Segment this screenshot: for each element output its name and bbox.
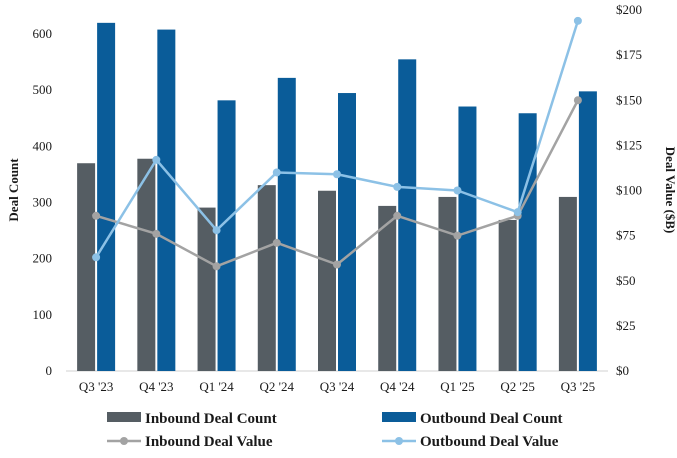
left-tick-label: 500 xyxy=(33,82,53,97)
right-tick-label: $50 xyxy=(616,273,636,288)
outbound-deal-count-bar xyxy=(277,77,296,371)
left-tick-label: 400 xyxy=(33,138,53,153)
x-tick-label: Q2 '25 xyxy=(500,379,534,394)
inbound-deal-value-point xyxy=(272,238,281,247)
x-tick-label: Q3 '25 xyxy=(561,379,595,394)
inbound-deal-count-legend-swatch xyxy=(107,412,141,422)
left-tick-label: 200 xyxy=(33,251,53,266)
inbound-deal-value-point xyxy=(393,211,402,220)
outbound-deal-count-bar xyxy=(97,22,116,371)
outbound-deal-count-bar xyxy=(518,113,537,371)
inbound-deal-count-bar xyxy=(318,190,336,371)
x-axis-labels: Q3 '23 Q4 '23 Q1 '24 Q2 '24 Q3 '24 Q4 '24 Q1 '… xyxy=(79,379,595,394)
inbound-deal-count-legend-label: Inbound Deal Count xyxy=(145,411,277,427)
outbound-deal-value-point xyxy=(393,182,402,191)
right-tick-label: $0 xyxy=(616,363,629,378)
inbound-deal-value-point xyxy=(212,262,221,271)
outbound-deal-value-point xyxy=(212,226,221,235)
outbound-deal-value-legend-label: Outbound Deal Value xyxy=(420,434,559,450)
inbound-deal-count-bar xyxy=(77,163,96,371)
right-tick-label: $175 xyxy=(616,47,642,62)
outbound-deal-count-bar xyxy=(458,106,477,371)
inbound-deal-value-legend-marker xyxy=(120,437,128,445)
left-axis: 0 100 200 300 400 500 600 xyxy=(33,26,53,378)
right-tick-label: $150 xyxy=(616,92,642,107)
right-axis-title: Deal Value ($B) xyxy=(663,147,677,234)
inbound-deal-count-bar xyxy=(257,185,276,371)
legend: Inbound Deal Count Outbound Deal Count Inb… xyxy=(107,411,563,450)
outbound-deal-count-bar xyxy=(217,100,236,371)
outbound-deal-value-point xyxy=(513,208,522,217)
inbound-deal-value-point xyxy=(453,231,462,240)
x-tick-label: Q3 '24 xyxy=(320,379,355,394)
x-tick-label: Q4 '24 xyxy=(380,379,415,394)
right-axis: $0 $25 $50 $75 $100 $125 $150 $175 $200 xyxy=(616,2,642,378)
left-tick-label: 0 xyxy=(46,363,53,378)
outbound-deal-count-bar xyxy=(157,29,176,371)
inbound-deal-value-point xyxy=(152,229,161,238)
left-tick-label: 300 xyxy=(33,195,53,210)
x-tick-label: Q1 '24 xyxy=(199,379,234,394)
outbound-deal-count-bar xyxy=(398,59,417,371)
right-tick-label: $75 xyxy=(616,228,636,243)
outbound-deal-value-point xyxy=(453,186,462,195)
x-tick-label: Q3 '23 xyxy=(79,379,113,394)
outbound-deal-count-legend-swatch xyxy=(382,412,416,422)
outbound-deal-value-point xyxy=(152,155,161,164)
inbound-deal-count-bar xyxy=(558,196,577,371)
inbound-deal-count-bar xyxy=(498,219,517,371)
outbound-deal-value-point xyxy=(573,16,582,25)
outbound-deal-count-bar xyxy=(578,91,597,371)
left-axis-title: Deal Count xyxy=(6,158,21,222)
x-tick-label: Q2 '24 xyxy=(260,379,295,394)
outbound-deal-value-point xyxy=(92,253,101,262)
inbound-deal-count-bar xyxy=(378,205,397,371)
inbound-deal-value-point xyxy=(333,260,341,269)
inbound-deal-value-legend-label: Inbound Deal Value xyxy=(145,434,273,450)
inbound-deal-count-bar xyxy=(438,196,457,371)
outbound-deal-value-point xyxy=(333,170,341,179)
inbound-deal-count-bar xyxy=(137,158,156,371)
right-tick-label: $100 xyxy=(616,183,642,198)
outbound-deal-value-legend-marker xyxy=(395,437,403,445)
right-tick-label: $200 xyxy=(616,2,642,17)
right-tick-label: $25 xyxy=(616,318,636,333)
inbound-deal-value-point xyxy=(92,211,101,220)
left-tick-label: 600 xyxy=(33,26,53,41)
lines xyxy=(92,16,582,271)
outbound-deal-value-point xyxy=(272,168,281,177)
inbound-deal-value-point xyxy=(573,96,582,105)
outbound-deal-count-bar xyxy=(338,93,356,372)
x-tick-label: Q4 '23 xyxy=(139,379,173,394)
outbound-deal-count-legend-label: Outbound Deal Count xyxy=(420,411,563,427)
x-tick-label: Q1 '25 xyxy=(440,379,474,394)
right-tick-label: $125 xyxy=(616,137,642,152)
inbound-deal-count-bar xyxy=(197,207,216,371)
bars xyxy=(77,22,597,372)
left-tick-label: 100 xyxy=(33,307,53,322)
